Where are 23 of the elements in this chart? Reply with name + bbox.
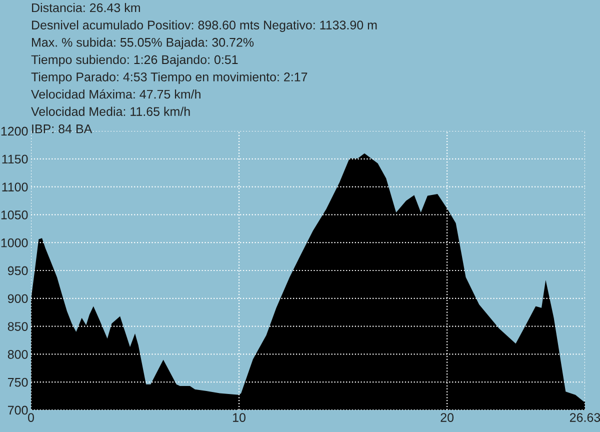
text: Velocidad Máxima: 47.75 km/h	[31, 89, 200, 99]
y-tick-label: 850	[8, 322, 28, 331]
y-tick-label: 950	[8, 266, 28, 276]
y-tick-label: 1200	[1, 126, 28, 136]
y-tick-label: 1150	[2, 154, 28, 164]
annotation: IBP: 84 BA	[32, 124, 92, 134]
text: Tiempo Parado: 4:53 Tiempo en movimiento: 2:17	[31, 72, 308, 84]
text: Desnivel acumulado Positiov: 898.60 mts Negativo: 1133.90 m	[32, 20, 377, 32]
y-tick-label: 800	[8, 350, 28, 359]
y-tick-label: 1100	[2, 182, 28, 192]
text: Velocidad Media: 11.65 km/h	[31, 106, 190, 116]
x-tick-label: 0	[28, 413, 34, 422]
y-tick-label: 900	[8, 294, 28, 304]
y-tick-label: 700	[8, 406, 28, 415]
x-tick-label: 20	[440, 413, 454, 422]
x-tick-label: 10	[233, 413, 246, 422]
text: Tiempo subiendo: 1:26 Bajando: 0:51	[31, 54, 238, 67]
y-tick-label: 1050	[1, 210, 28, 220]
x-tick-label: 26.63	[570, 413, 600, 422]
y-tick-label: 1000	[1, 238, 28, 248]
text: Distancia: 26.43 km	[32, 3, 140, 12]
text: Max. % subida: 55.05% Bajada: 30.72%	[32, 38, 254, 50]
y-tick-label: 750	[8, 378, 28, 387]
